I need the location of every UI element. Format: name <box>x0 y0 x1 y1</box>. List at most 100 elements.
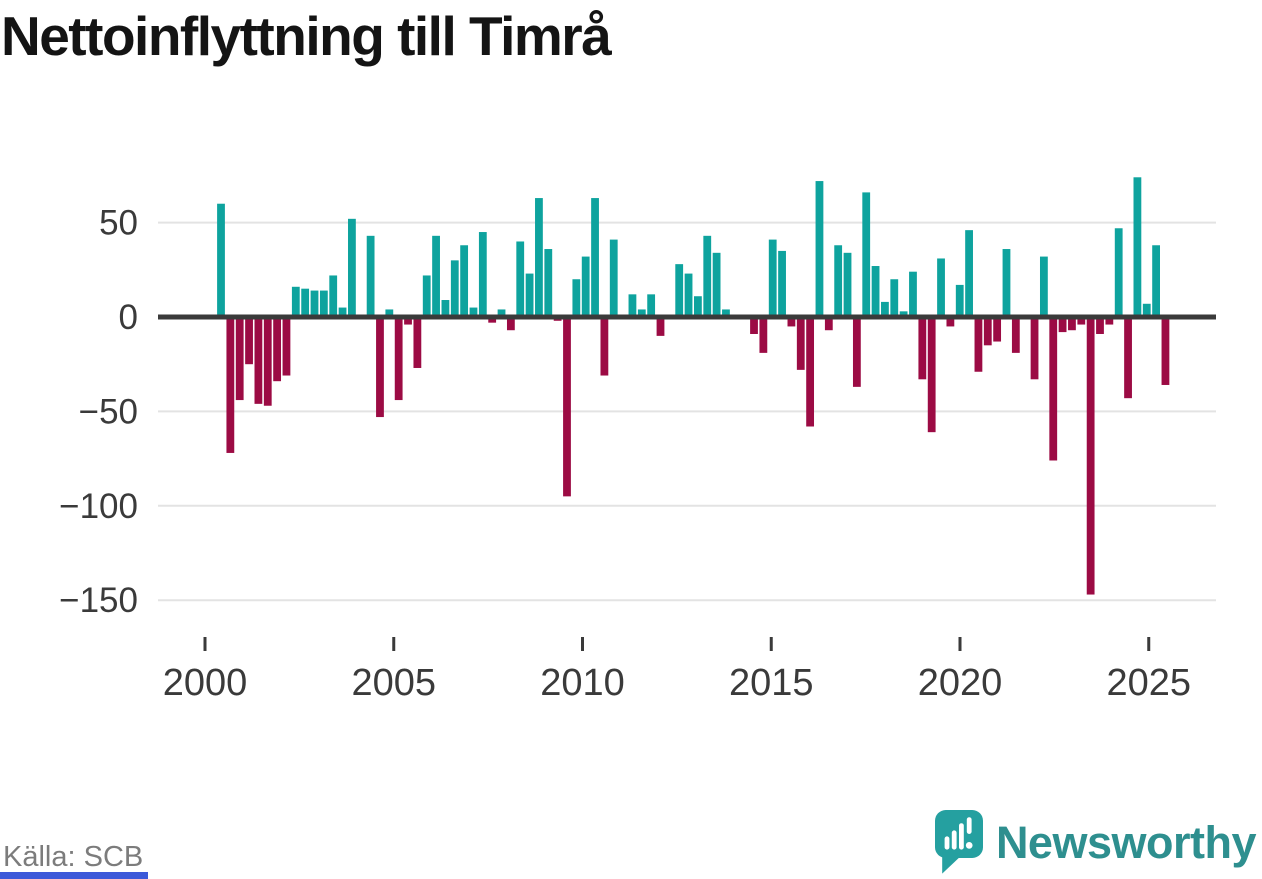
bar-2010-Q1 <box>581 256 590 317</box>
bar-2022-Q1 <box>1030 317 1039 380</box>
net-migration-bar-chart: 50 0 −50 −100 −150 2000 2005 2010 2015 2020 2025 <box>59 177 1216 704</box>
bar-2012-Q4 <box>684 273 693 317</box>
x-tick-label-2020: 2020 <box>918 662 1003 704</box>
bar-2014-Q4 <box>759 317 768 353</box>
bar-2005-Q1 <box>394 317 403 401</box>
bar-2023-Q4 <box>1096 317 1104 334</box>
bar-2025-Q1 <box>1142 303 1151 317</box>
bar-2001-Q2 <box>254 317 263 404</box>
y-tick-label--100: −100 <box>59 487 138 526</box>
bar-2010-Q3 <box>600 317 609 376</box>
bar-2007-Q2 <box>478 232 487 317</box>
bar-2008-Q1 <box>506 317 515 331</box>
bar-2018-Q1 <box>881 301 889 317</box>
bar-2020-Q3 <box>974 317 983 372</box>
bar-2001-Q3 <box>263 317 272 406</box>
bar-2015-Q2 <box>778 250 786 317</box>
bar-2006-Q2 <box>441 300 450 317</box>
bar-2016-Q1 <box>806 317 815 427</box>
bar-2021-Q2 <box>1002 249 1011 317</box>
bar-2018-Q3 <box>899 311 908 317</box>
bar-2009-Q1 <box>544 249 553 317</box>
bar-2019-Q3 <box>937 258 945 317</box>
bar-2015-Q4 <box>796 317 805 370</box>
newsworthy-pin-bar-chart-icon <box>934 810 983 874</box>
chart-title: Nettoinflyttning till Timrå <box>1 5 612 67</box>
y-tick-label--150: −150 <box>59 581 138 620</box>
x-tick-label-2025: 2025 <box>1106 662 1191 704</box>
bar-2000-Q2 <box>217 203 225 317</box>
bar-2019-Q1 <box>918 317 927 380</box>
bar-2016-Q3 <box>824 317 833 331</box>
bar-2017-Q1 <box>843 252 852 317</box>
bar-2005-Q4 <box>422 275 431 317</box>
bar-2020-Q4 <box>983 317 992 346</box>
x-tick-label-2005: 2005 <box>351 662 436 704</box>
bar-2013-Q3 <box>712 252 721 317</box>
bar-2023-Q1 <box>1068 317 1076 331</box>
bar-2003-Q3 <box>338 307 347 317</box>
bar-2003-Q2 <box>329 275 338 317</box>
bar-2012-Q1 <box>656 317 665 336</box>
bar-2008-Q4 <box>535 198 543 317</box>
bar-2022-Q2 <box>1039 256 1048 317</box>
bar-2017-Q2 <box>852 317 861 387</box>
x-tick-label-2010: 2010 <box>540 662 625 704</box>
bar-2001-Q4 <box>273 317 282 382</box>
bar-2015-Q3 <box>787 317 796 327</box>
bar-chart-glyph <box>944 817 973 850</box>
bar-2013-Q4 <box>722 309 730 317</box>
bar-2002-Q2 <box>291 286 300 317</box>
bar-2000-Q3 <box>226 317 235 453</box>
bar-2011-Q3 <box>637 309 646 317</box>
bar-2020-Q1 <box>955 284 964 317</box>
bar-2013-Q2 <box>703 235 712 317</box>
y-tick-label-0: 0 <box>119 298 138 337</box>
bar-2016-Q4 <box>834 245 843 317</box>
bar-2010-Q2 <box>591 198 599 317</box>
bar-2002-Q3 <box>301 288 310 317</box>
newsworthy-logo: Newsworthy <box>934 810 1257 876</box>
bar-2000-Q4 <box>235 317 244 401</box>
bar-2012-Q3 <box>675 264 684 317</box>
bar-2016-Q2 <box>815 181 824 317</box>
bar-2024-Q4 <box>1133 177 1142 317</box>
bar-2024-Q3 <box>1124 317 1132 399</box>
x-tick-label-2015: 2015 <box>729 662 814 704</box>
bar-2006-Q3 <box>450 260 459 317</box>
bar-2004-Q4 <box>385 309 394 317</box>
bar-2025-Q3 <box>1161 317 1170 385</box>
bar-2015-Q1 <box>768 239 777 317</box>
bar-2013-Q1 <box>694 296 702 317</box>
source-label: Källa: SCB <box>3 841 144 873</box>
bar-2017-Q3 <box>862 192 871 317</box>
bar-2003-Q1 <box>319 290 328 317</box>
bar-2009-Q4 <box>572 279 581 317</box>
y-tick-label-50: 50 <box>99 204 138 243</box>
bar-2007-Q3 <box>488 317 497 323</box>
bar-2023-Q2 <box>1077 317 1086 325</box>
bar-2002-Q4 <box>310 290 319 317</box>
bar-2019-Q4 <box>946 317 955 327</box>
bar-2002-Q1 <box>282 317 291 376</box>
bar-2017-Q4 <box>871 266 880 317</box>
bar-2007-Q4 <box>497 309 506 317</box>
bar-2018-Q4 <box>909 271 917 317</box>
bar-2001-Q1 <box>245 317 253 365</box>
bar-2025-Q2 <box>1152 245 1160 317</box>
bar-2021-Q3 <box>1011 317 1020 353</box>
bar-2010-Q4 <box>609 239 618 317</box>
bar-2003-Q4 <box>348 218 356 317</box>
bar-2024-Q1 <box>1105 317 1114 325</box>
bar-2022-Q3 <box>1049 317 1058 461</box>
bar-2020-Q2 <box>965 230 973 317</box>
bar-2007-Q1 <box>469 307 478 317</box>
x-tick-label-2000: 2000 <box>163 662 248 704</box>
bar-2011-Q2 <box>628 294 637 317</box>
bar-2019-Q2 <box>927 317 936 433</box>
bar-2008-Q3 <box>525 273 534 317</box>
newsworthy-wordmark: Newsworthy <box>995 817 1257 868</box>
y-tick-label--50: −50 <box>79 392 138 431</box>
bar-2004-Q3 <box>376 317 384 418</box>
